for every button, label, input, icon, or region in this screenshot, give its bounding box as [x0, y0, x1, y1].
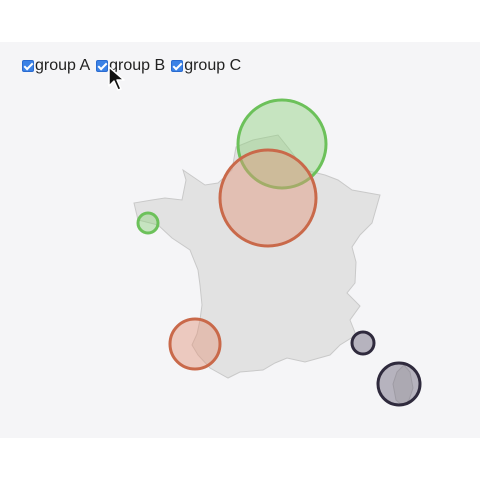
group-a-toggle[interactable]: group A: [22, 57, 96, 75]
marker-group-a-brittany[interactable]: [136, 211, 160, 235]
group-c-label: group C: [184, 57, 242, 74]
marker-group-b-pyrenees[interactable]: [168, 317, 222, 371]
group-a-checkbox[interactable]: [22, 60, 34, 72]
group-filter-controls: group A group B group C: [22, 57, 247, 75]
group-b-label: group B: [109, 57, 166, 74]
marker-group-c-cote-dazur[interactable]: [350, 330, 376, 356]
marker-group-b-paris[interactable]: [218, 148, 318, 248]
marker-group-c-corsica[interactable]: [376, 361, 422, 407]
mouse-pointer-icon: [108, 66, 125, 91]
group-c-checkbox[interactable]: [171, 60, 184, 72]
group-b-toggle[interactable]: group B: [96, 57, 171, 75]
group-a-label: group A: [35, 57, 91, 74]
group-b-checkbox[interactable]: [96, 60, 109, 72]
markers-layer: [136, 98, 422, 407]
group-c-toggle[interactable]: group C: [171, 57, 247, 75]
